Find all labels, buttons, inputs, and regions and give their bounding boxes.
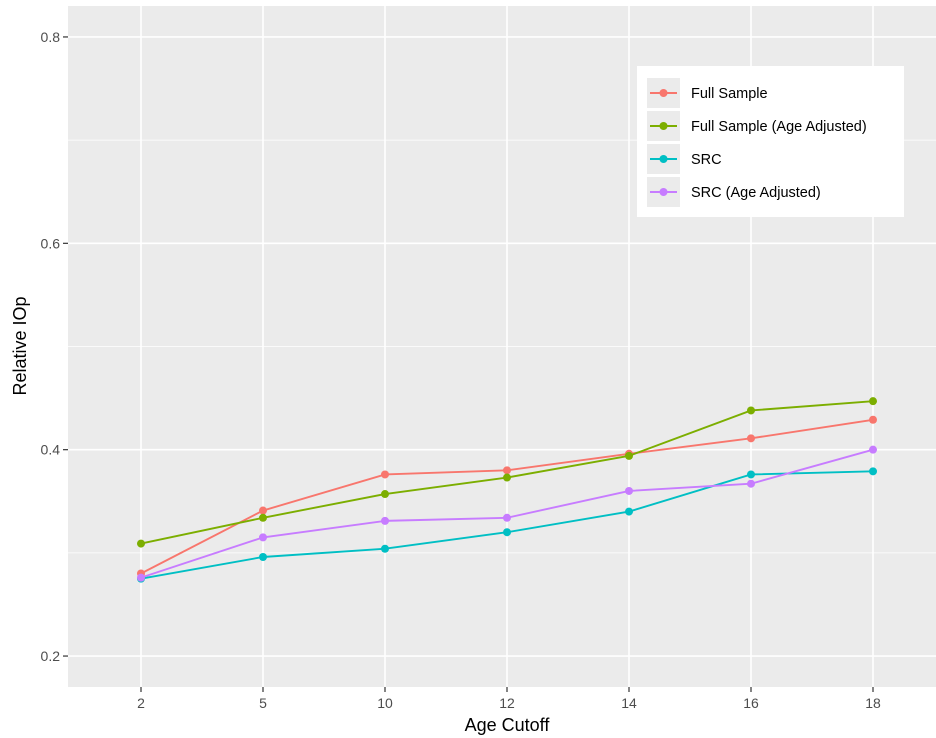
legend-label: Full Sample (Age Adjusted) [691,119,867,135]
y-tick-label: 0.2 [41,648,61,664]
data-point [747,406,755,415]
legend-key-point [659,89,668,97]
x-tick-label: 18 [865,695,881,711]
data-point [747,434,755,443]
data-point [747,470,755,479]
data-point [259,533,267,542]
data-point [503,513,511,522]
data-point [137,539,145,548]
legend-label: SRC (Age Adjusted) [691,185,821,201]
x-tick-label: 5 [259,695,267,711]
y-axis-title: Relative IOp [10,296,30,395]
y-tick-label: 0.8 [41,29,61,45]
x-tick-label: 16 [743,695,759,711]
legend-key-point [659,188,668,196]
data-point [503,473,511,482]
x-tick-label: 12 [499,695,515,711]
x-tick-label: 2 [137,695,145,711]
data-point [869,445,877,454]
data-point [259,506,267,515]
y-tick-label: 0.4 [41,442,61,458]
legend-box [637,66,904,217]
data-point [625,486,633,495]
y-tick-label: 0.6 [41,235,61,251]
major-gridlines [68,6,936,687]
data-point [381,490,389,499]
data-point [503,466,511,475]
data-point [869,415,877,424]
legend-key-point [659,122,668,130]
legend: Full Sample Full Sample (Age Adjusted) SRC… [637,66,904,217]
data-point [747,479,755,488]
x-tick-label: 14 [621,695,637,711]
legend-key-point [659,155,668,163]
data-point [259,552,267,561]
x-tick-label: 10 [377,695,393,711]
data-point [137,573,145,582]
data-point [259,513,267,522]
data-point [381,544,389,553]
legend-label: Full Sample [691,86,768,102]
data-point [381,470,389,479]
x-axis: 2 5 10 12 14 16 18 [137,687,881,711]
y-axis: 0.2 0.4 0.6 0.8 [41,29,68,664]
data-point [503,528,511,537]
data-point [869,397,877,406]
series-layer [137,397,877,583]
x-axis-title: Age Cutoff [465,715,551,735]
data-point [625,507,633,516]
legend-label: SRC [691,152,722,168]
data-point [625,451,633,460]
data-point [381,516,389,525]
data-point [869,467,877,476]
